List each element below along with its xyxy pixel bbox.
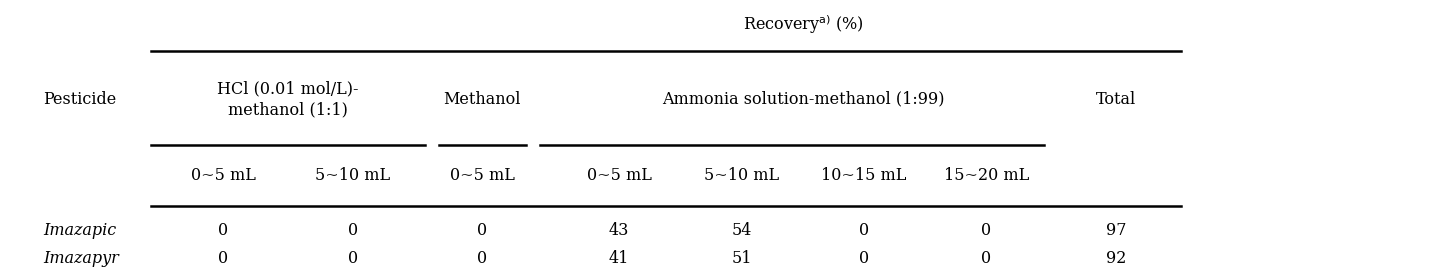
Text: 0: 0 (981, 250, 992, 267)
Text: 43: 43 (609, 222, 629, 239)
Text: 0: 0 (477, 222, 488, 239)
Text: Recovery$^{\rm a)}$ (%): Recovery$^{\rm a)}$ (%) (743, 14, 864, 36)
Text: 97: 97 (1106, 222, 1126, 239)
Text: 51: 51 (732, 250, 752, 267)
Text: 5~10 mL: 5~10 mL (315, 167, 390, 184)
Text: 0: 0 (217, 222, 229, 239)
Text: HCl (0.01 mol/L)-
methanol (1:1): HCl (0.01 mol/L)- methanol (1:1) (217, 80, 359, 119)
Text: Total: Total (1096, 91, 1136, 108)
Text: Methanol: Methanol (444, 91, 521, 108)
Text: 0: 0 (347, 222, 359, 239)
Text: 92: 92 (1106, 250, 1126, 267)
Text: Pesticide: Pesticide (43, 91, 117, 108)
Text: 0: 0 (858, 222, 870, 239)
Text: 0~5 mL: 0~5 mL (586, 167, 652, 184)
Text: 0: 0 (858, 250, 870, 267)
Text: Imazapyr: Imazapyr (43, 250, 120, 267)
Text: 0: 0 (477, 250, 488, 267)
Text: 15~20 mL: 15~20 mL (943, 167, 1030, 184)
Text: 41: 41 (609, 250, 629, 267)
Text: 54: 54 (732, 222, 752, 239)
Text: Ammonia solution-methanol (1:99): Ammonia solution-methanol (1:99) (662, 91, 945, 108)
Text: 0: 0 (217, 250, 229, 267)
Text: 0~5 mL: 0~5 mL (449, 167, 516, 184)
Text: 0~5 mL: 0~5 mL (190, 167, 256, 184)
Text: 5~10 mL: 5~10 mL (704, 167, 779, 184)
Text: 0: 0 (347, 250, 359, 267)
Text: 10~15 mL: 10~15 mL (821, 167, 907, 184)
Text: Imazapic: Imazapic (43, 222, 117, 239)
Text: 0: 0 (981, 222, 992, 239)
